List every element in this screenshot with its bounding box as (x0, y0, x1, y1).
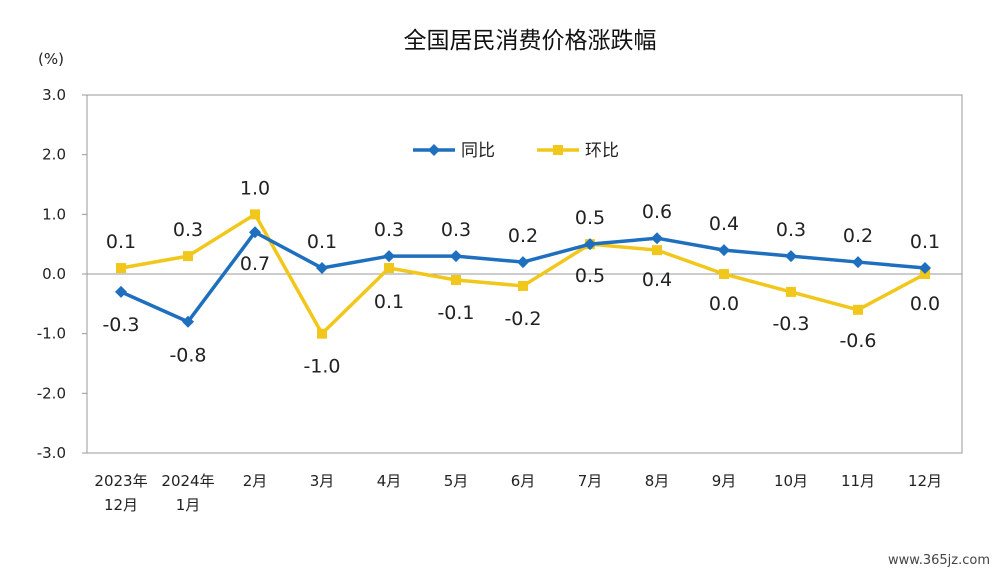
x-tick-label: 4月 (377, 472, 402, 490)
data-point-环比 (786, 286, 796, 297)
x-tick-label: 6月 (511, 472, 536, 490)
x-tick-label: 5月 (444, 472, 469, 490)
data-label-环比: -0.1 (437, 302, 474, 324)
x-tick-label: 11月 (841, 472, 875, 490)
data-label-同比: -0.3 (102, 314, 139, 336)
y-tick-label: 2.0 (42, 146, 66, 164)
data-label-环比: 0.5 (575, 207, 605, 229)
data-point-同比 (115, 285, 127, 298)
y-tick-label: -3.0 (37, 444, 66, 462)
x-tick-label: 2月 (243, 472, 268, 490)
data-label-同比: -0.8 (169, 345, 206, 367)
x-tick-label: 7月 (578, 472, 603, 490)
y-tick-label: -1.0 (37, 325, 66, 343)
watermark-text: www.365jz.com (888, 553, 990, 568)
data-label-同比: 0.1 (307, 231, 337, 253)
data-labels: -0.3 -0.8 0.7 0.1 0.3 0.3 0.2 0.5 0.6 0.4 0.3 0.2 0.… (102, 177, 940, 377)
data-point-环比 (518, 280, 528, 291)
legend: 同比 环比 (413, 141, 619, 161)
x-tick-label: 2023年 (94, 472, 147, 490)
data-label-同比: 0.3 (441, 219, 471, 241)
data-label-环比: 0.4 (642, 269, 672, 291)
data-point-同比 (584, 238, 596, 251)
x-tick-label: 10月 (774, 472, 808, 490)
data-point-同比 (718, 244, 730, 257)
data-label-环比: -0.2 (504, 308, 541, 330)
legend-label: 环比 (585, 141, 619, 161)
data-point-同比 (919, 262, 931, 275)
chart-title: 全国居民消费价格涨跌幅 (404, 28, 657, 54)
data-label-环比: 0.1 (106, 231, 136, 253)
data-point-环比 (250, 209, 260, 220)
data-point-同比 (316, 262, 328, 275)
data-point-同比 (182, 315, 194, 328)
data-point-环比 (116, 263, 126, 274)
series-layer (115, 209, 931, 339)
data-label-同比: 0.7 (240, 253, 270, 275)
data-point-环比 (183, 251, 193, 262)
data-label-环比: -1.0 (303, 356, 340, 378)
data-label-环比: -0.3 (772, 313, 809, 335)
y-unit-label: (%) (38, 50, 64, 68)
x-tick-label: 1月 (176, 496, 201, 514)
data-point-同比 (383, 250, 395, 263)
data-point-环比 (652, 245, 662, 256)
data-point-环比 (451, 274, 461, 285)
data-label-同比: 0.2 (508, 225, 538, 247)
x-tick-label: 9月 (712, 472, 737, 490)
data-point-环比 (317, 328, 327, 339)
data-label-同比: 0.2 (843, 225, 873, 247)
data-label-环比: 0.0 (709, 293, 739, 315)
y-tick-label: -2.0 (37, 384, 66, 402)
data-label-同比: 0.1 (910, 231, 940, 253)
data-label-同比: 0.4 (709, 213, 739, 235)
data-point-环比 (853, 304, 863, 315)
y-tick-label: 0.0 (42, 265, 66, 283)
x-tick-label: 12月 (908, 472, 942, 490)
legend-swatch-marker (553, 145, 563, 155)
data-label-环比: -0.6 (839, 330, 876, 352)
x-tick-label: 8月 (645, 472, 670, 490)
data-point-同比 (450, 250, 462, 263)
data-label-环比: 0.3 (173, 219, 203, 241)
data-label-同比: 0.3 (776, 219, 806, 241)
data-point-环比 (719, 269, 729, 279)
legend-swatch-marker (428, 144, 440, 156)
data-point-同比 (852, 256, 864, 269)
y-tick-label: 3.0 (42, 86, 66, 104)
data-point-同比 (249, 226, 261, 239)
data-point-环比 (384, 263, 394, 274)
y-tick-label: 1.0 (42, 205, 66, 223)
y-axis-ticks: 3.0 2.0 1.0 0.0 -1.0 -2.0 -3.0 (37, 86, 87, 462)
legend-label: 同比 (461, 141, 495, 161)
data-point-同比 (651, 232, 663, 245)
x-tick-label: 2024年 (161, 472, 214, 490)
data-point-同比 (785, 250, 797, 263)
data-label-环比: 0.1 (374, 291, 404, 313)
data-label-同比: 0.3 (374, 219, 404, 241)
x-tick-label: 3月 (310, 472, 335, 490)
x-axis-ticks: 2023年 12月 2024年 1月 2月 3月 4月 5月 6月 7月 8月 9月 10月 11月 12月 (94, 472, 942, 514)
data-label-环比: 1.0 (240, 177, 270, 199)
x-tick-label: 12月 (104, 496, 138, 514)
data-point-同比 (517, 256, 529, 269)
data-label-同比: 0.5 (575, 265, 605, 287)
data-label-同比: 0.6 (642, 201, 672, 223)
data-label-环比: 0.0 (910, 293, 940, 315)
